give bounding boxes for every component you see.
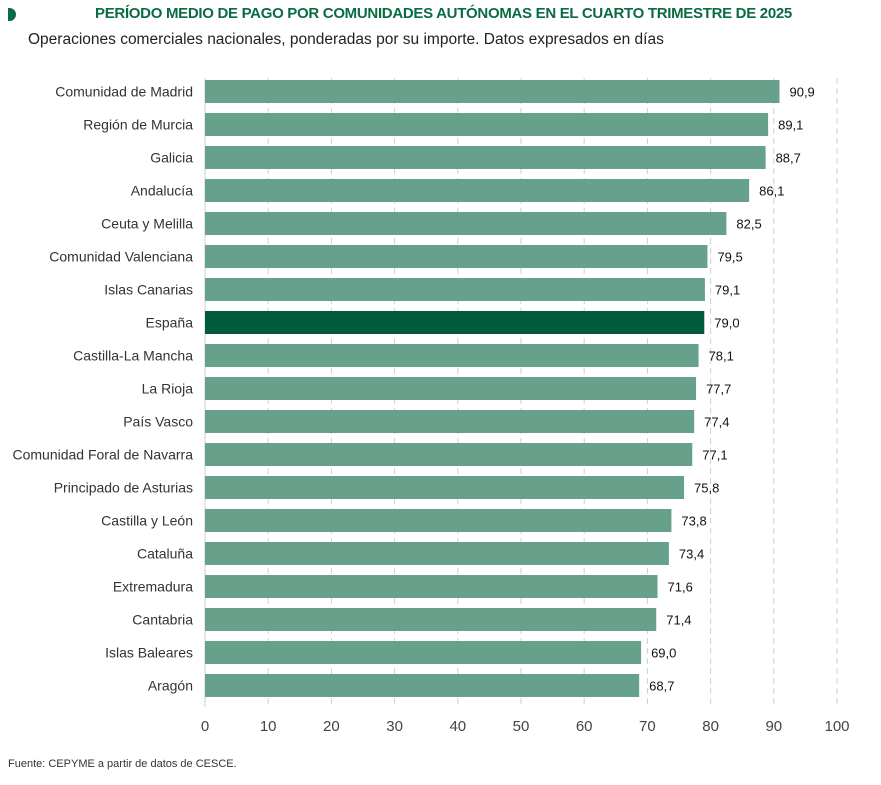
value-label: 68,7 — [649, 679, 674, 694]
x-tick-label: 0 — [201, 718, 209, 735]
x-tick-label: 50 — [513, 718, 530, 735]
bar-espa-a — [205, 311, 705, 334]
bar-comunidad-valenciana — [205, 245, 708, 268]
x-tick-label: 30 — [386, 718, 403, 735]
bar-comunidad-foral-de-navarra — [205, 443, 693, 466]
value-label: 77,4 — [704, 415, 729, 430]
bar-galicia — [205, 146, 766, 169]
category-label: Comunidad Valenciana — [49, 249, 193, 265]
bar-pa-s-vasco — [205, 410, 695, 433]
x-tick-label: 20 — [323, 718, 340, 735]
category-label: Castilla y León — [101, 513, 193, 529]
category-label: Galicia — [150, 150, 193, 166]
category-label: Islas Canarias — [104, 282, 193, 298]
category-label: Región de Murcia — [83, 117, 193, 133]
value-label: 78,1 — [709, 349, 734, 364]
bar-regi-n-de-murcia — [205, 113, 769, 136]
value-label: 79,5 — [717, 250, 742, 265]
category-label: Islas Baleares — [105, 645, 193, 661]
category-label: Aragón — [148, 678, 193, 694]
title-marker-icon — [8, 8, 16, 21]
value-label: 71,4 — [666, 613, 691, 628]
value-label: 73,8 — [681, 514, 706, 529]
category-label: Cantabria — [132, 612, 193, 628]
category-label: Castilla-La Mancha — [73, 348, 193, 364]
value-label: 75,8 — [694, 481, 719, 496]
value-label: 90,9 — [789, 85, 814, 100]
value-label: 71,6 — [668, 580, 693, 595]
bar-ceuta-y-melilla — [205, 212, 727, 235]
category-label: Ceuta y Melilla — [101, 216, 193, 232]
bar-principado-de-asturias — [205, 476, 685, 499]
category-label: Cataluña — [137, 546, 193, 562]
bar-castilla-y-le-n — [205, 509, 672, 532]
x-tick-label: 10 — [260, 718, 277, 735]
value-label: 77,1 — [702, 448, 727, 463]
category-label: Andalucía — [131, 183, 193, 199]
source-note: Fuente: CEPYME a partir de datos de CESC… — [8, 758, 237, 770]
category-label: La Rioja — [142, 381, 194, 397]
bar-castilla-la-mancha — [205, 344, 699, 367]
bar-cantabria — [205, 608, 657, 631]
x-tick-label: 40 — [449, 718, 466, 735]
bar-extremadura — [205, 575, 658, 598]
bar-andaluc-a — [205, 179, 750, 202]
value-label: 79,1 — [715, 283, 740, 298]
value-label: 77,7 — [706, 382, 731, 397]
bar-catalu-a — [205, 542, 669, 565]
x-tick-label: 80 — [702, 718, 719, 735]
category-label: Extremadura — [113, 579, 193, 595]
category-label: Comunidad Foral de Navarra — [12, 447, 193, 463]
category-label: Comunidad de Madrid — [55, 84, 193, 100]
bar-comunidad-de-madrid — [205, 80, 780, 103]
value-label: 86,1 — [759, 184, 784, 199]
x-tick-label: 100 — [824, 718, 849, 735]
value-label: 89,1 — [778, 118, 803, 133]
bar-islas-canarias — [205, 278, 705, 301]
x-tick-label: 70 — [639, 718, 656, 735]
value-label: 82,5 — [736, 217, 761, 232]
value-label: 79,0 — [714, 316, 739, 331]
category-label: País Vasco — [123, 414, 193, 430]
value-label: 73,4 — [679, 547, 704, 562]
bar-arag-n — [205, 674, 640, 697]
category-label: Principado de Asturias — [54, 480, 193, 496]
value-label: 88,7 — [776, 151, 801, 166]
category-label: España — [146, 315, 194, 331]
bar-la-rioja — [205, 377, 697, 400]
chart-title: PERÍODO MEDIO DE PAGO POR COMUNIDADES AU… — [95, 5, 792, 22]
value-label: 69,0 — [651, 646, 676, 661]
x-tick-label: 60 — [576, 718, 593, 735]
bar-islas-baleares — [205, 641, 642, 664]
x-tick-label: 90 — [765, 718, 782, 735]
chart-subtitle: Operaciones comerciales nacionales, pond… — [28, 31, 664, 48]
